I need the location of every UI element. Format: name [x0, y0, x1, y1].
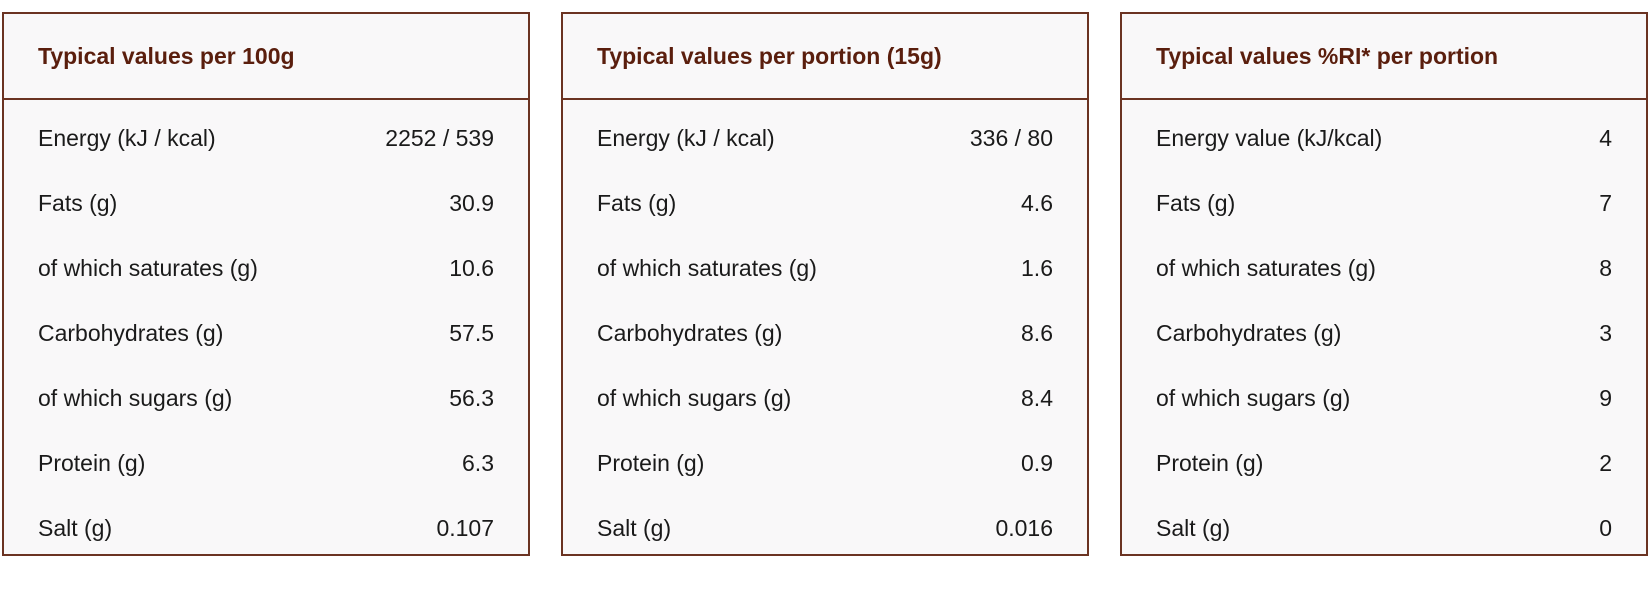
table-row: of which sugars (g) 56.3	[4, 366, 528, 431]
row-value: 0.016	[995, 515, 1053, 541]
nutrition-table-ri-per-portion: Typical values %RI* per portion Energy v…	[1120, 12, 1648, 556]
row-value: 0	[1599, 515, 1612, 541]
table-row: Fats (g) 7	[1122, 171, 1646, 236]
table-row: Carbohydrates (g) 57.5	[4, 301, 528, 366]
row-value: 7	[1599, 190, 1612, 216]
row-value: 0.9	[1021, 450, 1053, 476]
table-row: Fats (g) 4.6	[563, 171, 1087, 236]
row-label: of which sugars (g)	[597, 385, 792, 411]
row-value: 0.107	[436, 515, 494, 541]
table-row: Protein (g) 6.3	[4, 431, 528, 496]
table-title: Typical values per portion (15g)	[563, 14, 1087, 100]
table-row: Carbohydrates (g) 8.6	[563, 301, 1087, 366]
row-label: Protein (g)	[597, 450, 705, 476]
row-label: Salt (g)	[597, 515, 672, 541]
table-row: Energy (kJ / kcal) 336 / 80	[563, 106, 1087, 171]
row-label: of which sugars (g)	[1156, 385, 1351, 411]
table-row: Protein (g) 2	[1122, 431, 1646, 496]
row-label: Energy (kJ / kcal)	[38, 125, 216, 151]
table-row: Protein (g) 0.9	[563, 431, 1087, 496]
row-label: Energy (kJ / kcal)	[597, 125, 775, 151]
row-value: 2	[1599, 450, 1612, 476]
row-value: 30.9	[449, 190, 494, 216]
table-row: of which sugars (g) 8.4	[563, 366, 1087, 431]
table-title: Typical values %RI* per portion	[1122, 14, 1646, 100]
table-body: Energy value (kJ/kcal) 4 Fats (g) 7 of whi…	[1122, 100, 1646, 561]
table-row: Energy value (kJ/kcal) 4	[1122, 106, 1646, 171]
row-value: 2252 / 539	[385, 125, 494, 151]
table-row: Fats (g) 30.9	[4, 171, 528, 236]
nutrition-table-per-portion: Typical values per portion (15g) Energy …	[561, 12, 1089, 556]
row-label: Energy value (kJ/kcal)	[1156, 125, 1383, 151]
nutrition-table-per-100g: Typical values per 100g Energy (kJ / kca…	[2, 12, 530, 556]
row-value: 4	[1599, 125, 1612, 151]
row-value: 1.6	[1021, 255, 1053, 281]
table-row: of which saturates (g) 1.6	[563, 236, 1087, 301]
table-title: Typical values per 100g	[4, 14, 528, 100]
table-row: Salt (g) 0.107	[4, 496, 528, 561]
row-value: 57.5	[449, 320, 494, 346]
row-value: 8.4	[1021, 385, 1053, 411]
nutrition-tables: Typical values per 100g Energy (kJ / kca…	[0, 12, 1650, 558]
row-label: Salt (g)	[38, 515, 113, 541]
row-value: 56.3	[449, 385, 494, 411]
row-value: 4.6	[1021, 190, 1053, 216]
row-value: 336 / 80	[969, 125, 1053, 151]
row-label: Protein (g)	[1156, 450, 1264, 476]
row-label: Salt (g)	[1156, 515, 1231, 541]
row-value: 10.6	[449, 255, 494, 281]
row-label: Carbohydrates (g)	[1156, 320, 1342, 346]
row-label: of which saturates (g)	[38, 255, 258, 281]
table-row: Salt (g) 0	[1122, 496, 1646, 561]
row-value: 6.3	[462, 450, 494, 476]
row-value: 8.6	[1021, 320, 1053, 346]
table-row: Carbohydrates (g) 3	[1122, 301, 1646, 366]
row-label: of which sugars (g)	[38, 385, 233, 411]
row-label: Carbohydrates (g)	[38, 320, 224, 346]
table-row: of which sugars (g) 9	[1122, 366, 1646, 431]
row-label: of which saturates (g)	[597, 255, 817, 281]
row-label: Protein (g)	[38, 450, 146, 476]
row-value: 8	[1599, 255, 1612, 281]
row-label: Fats (g)	[597, 190, 677, 216]
table-body: Energy (kJ / kcal) 2252 / 539 Fats (g) 30.…	[4, 100, 528, 561]
table-row: of which saturates (g) 8	[1122, 236, 1646, 301]
row-value: 9	[1599, 385, 1612, 411]
table-row: of which saturates (g) 10.6	[4, 236, 528, 301]
table-body: Energy (kJ / kcal) 336 / 80 Fats (g) 4.6 o…	[563, 100, 1087, 561]
table-row: Salt (g) 0.016	[563, 496, 1087, 561]
row-label: Carbohydrates (g)	[597, 320, 783, 346]
row-label: of which saturates (g)	[1156, 255, 1376, 281]
table-row: Energy (kJ / kcal) 2252 / 539	[4, 106, 528, 171]
row-label: Fats (g)	[1156, 190, 1236, 216]
row-label: Fats (g)	[38, 190, 118, 216]
row-value: 3	[1599, 320, 1612, 346]
